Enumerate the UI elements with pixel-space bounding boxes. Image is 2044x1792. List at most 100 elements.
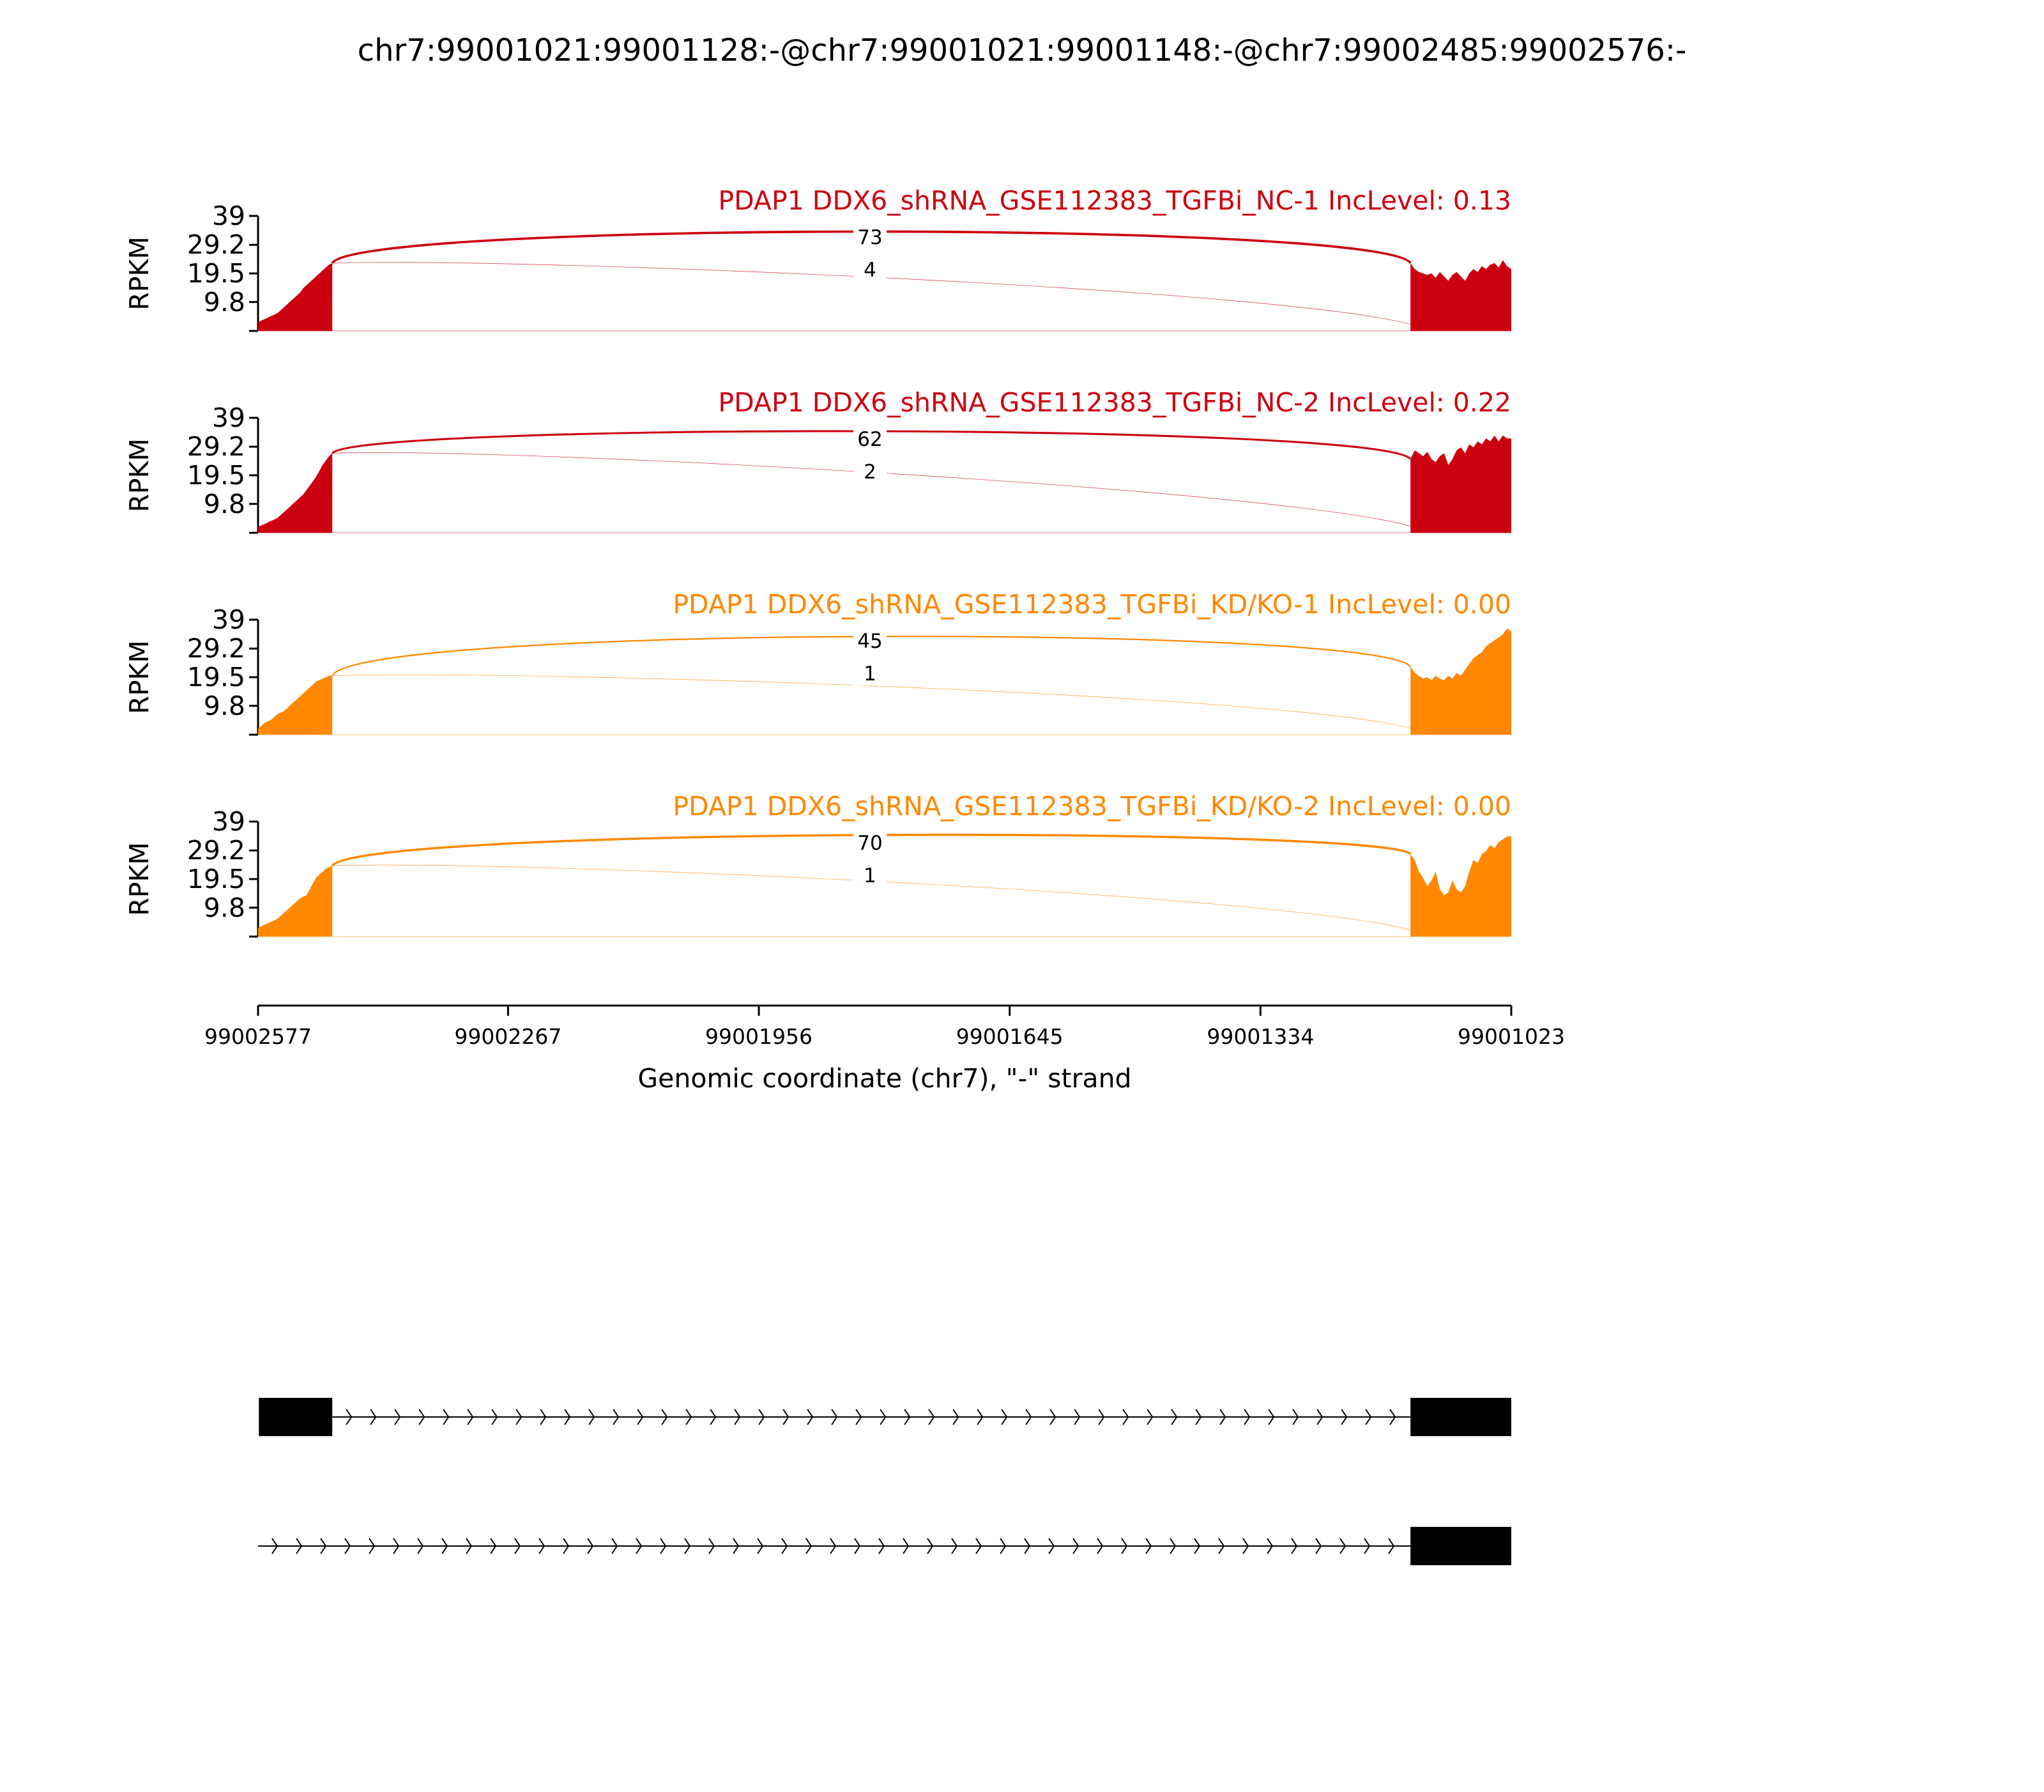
panel-1: 9.819.529.239 RPKM 73 4 PDAP1 DDX6_shRNA_GSE… (124, 185, 1511, 332)
strand-arrow (1364, 1538, 1371, 1554)
junction-arc (332, 262, 1427, 332)
junction-label-bg (853, 832, 887, 855)
strand-arrow (417, 1538, 424, 1554)
y-axis-label: RPKM (124, 640, 155, 714)
x-tick-label: 99001023 (1458, 1024, 1565, 1049)
strand-arrow (393, 1538, 400, 1554)
strand-arrow (1365, 1409, 1372, 1425)
junction-count-label: 2 (864, 461, 876, 484)
exon-coverage-left (258, 675, 333, 735)
junction-count-label: 45 (857, 630, 882, 653)
junction-label-bg (853, 259, 887, 282)
y-tick-label: 9.8 (204, 892, 245, 923)
y-tick-label: 29.2 (187, 229, 245, 260)
strand-arrow (441, 1538, 448, 1554)
strand-arrow (1170, 1538, 1177, 1554)
y-tick-label: 9.8 (204, 489, 245, 519)
strand-arrow (855, 1409, 862, 1425)
y-tick-label: 9.8 (204, 287, 245, 318)
strand-arrow (346, 1409, 353, 1425)
strand-arrow (1219, 1409, 1226, 1425)
junction-count-label: 62 (857, 428, 882, 451)
strand-arrow (951, 1538, 958, 1554)
strand-arrow (588, 1409, 595, 1425)
y-axis-label: RPKM (124, 236, 155, 310)
y-tick-label: 9.8 (204, 691, 245, 721)
x-axis-label: Genomic coordinate (chr7), "-" strand (637, 1063, 1131, 1094)
strand-arrow (320, 1538, 327, 1554)
junction-arc (332, 452, 1427, 533)
strand-arrow (758, 1409, 765, 1425)
strand-arrow (1388, 1538, 1395, 1554)
junction-label-bg (853, 864, 887, 887)
strand-arrow (1316, 1409, 1323, 1425)
y-tick-label: 19.5 (187, 662, 245, 693)
strand-arrow (1291, 1538, 1298, 1554)
y-tick-label: 39 (212, 402, 245, 433)
strand-arrow (490, 1538, 497, 1554)
strand-arrow (1339, 1538, 1346, 1554)
strand-arrow (1147, 1409, 1154, 1425)
junction-label-bg (853, 662, 887, 685)
strand-arrow (1145, 1538, 1152, 1554)
junction-count-label: 1 (864, 864, 876, 887)
strand-arrow (1244, 1409, 1251, 1425)
exon-coverage-right (1410, 836, 1511, 937)
strand-arrow (904, 1409, 911, 1425)
panel-title: PDAP1 DDX6_shRNA_GSE112383_TGFBi_KD/KO-1… (673, 589, 1511, 620)
figure-title: chr7:99001021:99001128:-@chr7:99001021:9… (358, 33, 1687, 68)
strand-arrow (344, 1538, 351, 1554)
junction-label-bg (853, 630, 887, 653)
strand-arrow (611, 1538, 618, 1554)
strand-arrow (1195, 1409, 1202, 1425)
y-tick-label: 19.5 (187, 460, 245, 491)
junction-label-bg (853, 428, 887, 451)
strand-arrow (613, 1409, 620, 1425)
junction-arc (332, 674, 1427, 735)
strand-arrow (781, 1538, 788, 1554)
strand-arrow (587, 1538, 594, 1554)
strand-arrow (928, 1409, 935, 1425)
strand-arrow (296, 1538, 303, 1554)
strand-arrow (1218, 1538, 1225, 1554)
x-tick-label: 99002267 (454, 1024, 561, 1049)
strand-arrow (757, 1538, 764, 1554)
exon-coverage-left (258, 263, 333, 331)
panel-2: 9.819.529.239 RPKM 62 2 PDAP1 DDX6_shRNA_GSE… (124, 387, 1511, 534)
exon-block (1410, 1527, 1511, 1565)
y-tick-label: 39 (212, 201, 245, 231)
exon-coverage-right (1410, 435, 1511, 533)
y-tick-label: 39 (212, 604, 245, 635)
junction-count-label: 1 (864, 662, 876, 685)
y-tick-label: 39 (212, 806, 245, 837)
strand-arrow (514, 1538, 521, 1554)
exon-coverage-left (258, 453, 333, 533)
strand-arrow (540, 1409, 547, 1425)
junction-count-label: 4 (864, 259, 876, 282)
strand-arrow (1098, 1409, 1105, 1425)
y-axis-label: RPKM (124, 842, 155, 915)
strand-arrow (660, 1538, 667, 1554)
strand-arrow (491, 1409, 498, 1425)
panel-title: PDAP1 DDX6_shRNA_GSE112383_TGFBi_KD/KO-2… (673, 791, 1511, 822)
y-tick-label: 29.2 (187, 633, 245, 664)
strand-arrow (1267, 1538, 1274, 1554)
strand-arrow (807, 1409, 814, 1425)
strand-arrow (1025, 1409, 1032, 1425)
x-tick-label: 99001645 (956, 1024, 1064, 1049)
strand-arrow (661, 1409, 668, 1425)
strand-arrow (515, 1409, 522, 1425)
x-axis: 99002577 99002267 99001956 99001645 99001334… (204, 1004, 1565, 1094)
isoform-track-2 (258, 1527, 1511, 1565)
strand-arrow (1122, 1409, 1129, 1425)
panel-3: 9.819.529.239 RPKM 45 1 PDAP1 DDX6_shRNA_GSE… (124, 589, 1511, 736)
strand-arrow (1268, 1409, 1275, 1425)
strand-arrow (734, 1409, 741, 1425)
strand-arrow (563, 1538, 570, 1554)
panel-4: 9.819.529.239 RPKM 70 1 PDAP1 DDX6_shRNA_GSE… (124, 791, 1511, 938)
strand-arrow (466, 1538, 473, 1554)
exon-block (259, 1398, 333, 1436)
strand-arrow (538, 1538, 545, 1554)
